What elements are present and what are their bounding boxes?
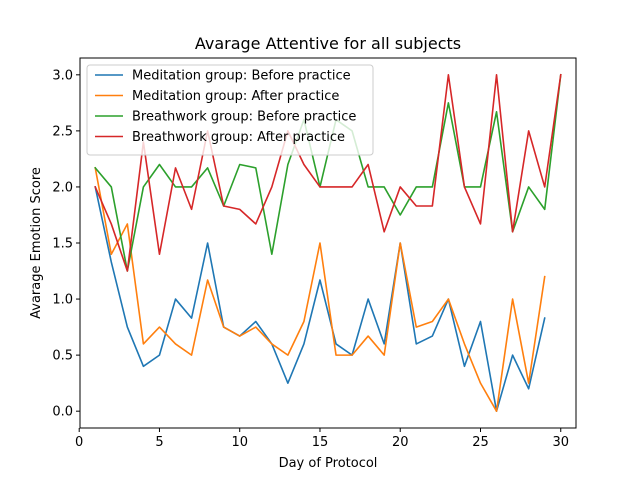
legend: Meditation group: Before practice Meditat… xyxy=(86,64,374,156)
y-axis: 0.0 0.5 1.0 1.5 2.0 2.5 3.0 xyxy=(52,68,80,420)
legend-entry-label: Meditation group: After practice xyxy=(132,89,339,104)
y-tick-label: 0.0 xyxy=(52,405,73,420)
x-tick-label: 10 xyxy=(231,435,248,450)
x-tick-label: 0 xyxy=(75,435,83,450)
series-line-2 xyxy=(94,166,546,412)
x-tick-label: 25 xyxy=(472,435,489,450)
y-tick-label: 1.5 xyxy=(52,237,73,252)
x-tick-label: 15 xyxy=(312,435,329,450)
y-axis-label: Avarage Emotion Score xyxy=(29,167,44,319)
y-tick-label: 0.5 xyxy=(52,349,73,364)
y-tick-label: 2.0 xyxy=(52,180,73,195)
legend-entry-label: Breathwork group: Before practice xyxy=(132,110,356,125)
legend-entry-label: Meditation group: Before practice xyxy=(132,69,351,84)
legend-box xyxy=(86,64,374,156)
axes-frame xyxy=(79,57,577,429)
y-tick-label: 3.0 xyxy=(52,68,73,83)
x-tick-label: 30 xyxy=(552,435,569,450)
series-line-1 xyxy=(94,185,546,412)
legend-entry-label: Breathwork group: After practice xyxy=(132,130,345,145)
x-axis: 0 5 10 15 20 25 30 xyxy=(75,428,569,450)
y-tick-label: 2.5 xyxy=(52,124,73,139)
x-tick-label: 20 xyxy=(392,435,409,450)
series-line-4 xyxy=(94,73,562,272)
x-axis-label: Day of Protocol xyxy=(279,456,378,471)
y-tick-label: 1.0 xyxy=(52,293,73,308)
chart-title: Avarage Attentive for all subjects xyxy=(195,34,461,53)
x-tick-label: 5 xyxy=(155,435,163,450)
